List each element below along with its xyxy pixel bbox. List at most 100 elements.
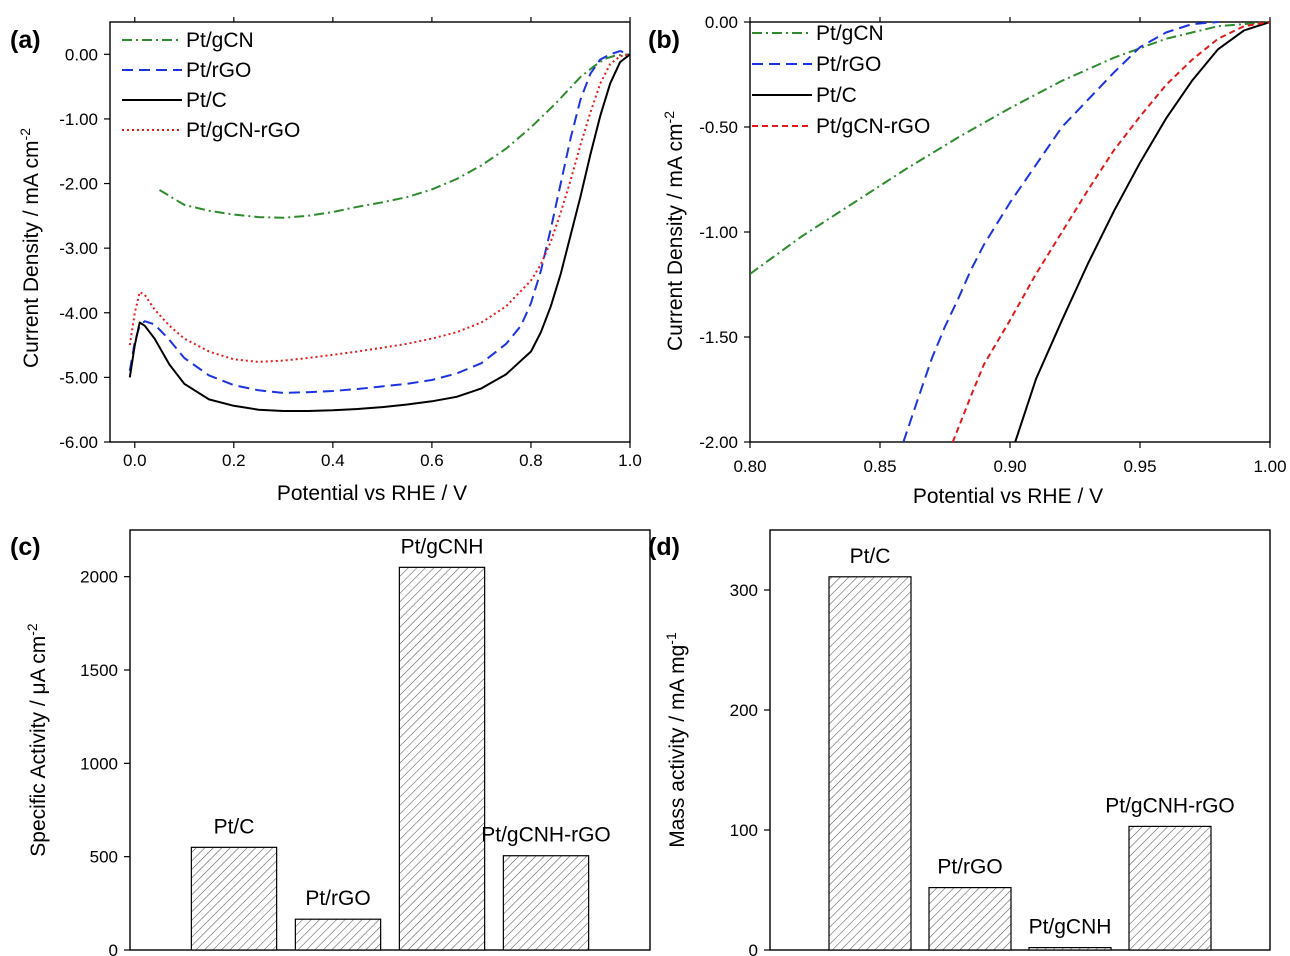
series-line-b-3	[951, 21, 1271, 442]
bar-d-3	[1128, 825, 1212, 951]
x-tick-label-a: 0.4	[321, 451, 345, 470]
y-axis-c: 0 500 1000 1500 2000	[80, 568, 130, 956]
y-axis-title-main-b: Current Density / mA cm	[664, 123, 687, 351]
bar-label-c-1: Pt/rGO	[305, 887, 370, 910]
x-tick-label-b: 1.00	[1253, 457, 1286, 476]
panel-label-d: (d)	[648, 533, 680, 561]
y-axis-title-main-a: Current Density / mA cm	[20, 140, 43, 368]
panel-label-c: (c)	[10, 533, 41, 561]
y-tick-label-c: 1000	[80, 754, 118, 773]
y-tick-label-b: -1.50	[699, 328, 738, 347]
y-axis-title-a: Current Density / mA cm-2	[17, 128, 43, 368]
y-tick-label-d: 200	[730, 701, 758, 720]
y-tick-label-c: 1500	[80, 661, 118, 680]
legend-label-b-1: Pt/rGO	[816, 53, 881, 76]
series-line-b-0	[750, 21, 1271, 275]
y-axis-title-d: Mass activity / mA mg-1	[663, 632, 689, 848]
x-axis-b: 0.80 0.85 0.90 0.95 1.00	[733, 17, 1287, 476]
y-tick-label-a: -3.00	[59, 239, 98, 258]
plot-area-a	[109, 21, 631, 443]
y-tick-label-d: 0	[749, 941, 758, 956]
panel-label-b: (b)	[648, 26, 680, 54]
bar-c-2	[398, 566, 486, 951]
chart-panel-b: 0.80 0.85 0.90 0.95 1.00 0.00 -0.50 -1.00 -1.50…	[661, 13, 1287, 508]
bars-c: Pt/C Pt/rGO Pt/gCNH Pt/gCNH-rGO	[129, 529, 651, 951]
legend-label-a-2: Pt/C	[186, 89, 227, 112]
y-axis-title-b: Current Density / mA cm-2	[661, 111, 687, 351]
x-tick-label-a: 0.8	[519, 451, 543, 470]
y-tick-label-c: 2000	[80, 568, 118, 587]
x-tick-label-b: 0.85	[863, 457, 896, 476]
x-tick-label-a: 0.2	[222, 451, 246, 470]
y-tick-label-c: 0	[109, 941, 118, 956]
series-group-b	[750, 21, 1271, 442]
y-tick-label-b: -0.50	[699, 118, 738, 137]
bar-d-2	[1028, 946, 1112, 951]
plot-frame-c	[129, 529, 651, 951]
bar-label-d-3: Pt/gCNH-rGO	[1105, 794, 1235, 817]
series-line-a-2	[128, 53, 631, 412]
y-tick-label-b: -2.00	[699, 433, 738, 452]
bar-d-1	[928, 886, 1012, 951]
legend-a: Pt/gCN Pt/rGO Pt/C Pt/gCN-rGO	[122, 29, 300, 142]
legend-label-b-3: Pt/gCN-rGO	[816, 115, 930, 138]
legend-label-b-0: Pt/gCN	[816, 22, 884, 45]
x-tick-label-a: 1.0	[618, 451, 642, 470]
y-axis-title-main-c: Specific Activity / μA cm	[27, 636, 50, 857]
plot-frame-a	[109, 21, 631, 443]
y-axis-title-sup-d: -1	[663, 632, 679, 645]
x-axis-title-a: Potential vs RHE / V	[277, 482, 467, 505]
y-tick-label-d: 300	[730, 581, 758, 600]
series-line-a-0	[158, 53, 631, 219]
bar-label-c-3: Pt/gCNH-rGO	[481, 824, 611, 847]
y-axis-title-sup-a: -2	[17, 128, 33, 141]
y-tick-label-a: -1.00	[59, 110, 98, 129]
bar-d-0	[828, 576, 912, 951]
y-axis-title-sup-c: -2	[24, 623, 40, 636]
bar-label-d-1: Pt/rGO	[937, 856, 1002, 879]
series-line-a-3	[128, 53, 631, 363]
y-tick-label-a: -5.00	[59, 368, 98, 387]
y-axis-title-c: Specific Activity / μA cm-2	[24, 623, 50, 857]
panel-label-a: (a)	[10, 26, 41, 54]
legend-b: Pt/gCN Pt/rGO Pt/C Pt/gCN-rGO	[752, 22, 930, 138]
y-axis-title-main-d: Mass activity / mA mg	[666, 645, 689, 848]
bar-c-0	[190, 846, 278, 951]
y-tick-label-a: -2.00	[59, 175, 98, 194]
bar-label-d-2: Pt/gCNH	[1029, 916, 1112, 939]
series-line-a-1	[128, 50, 631, 394]
series-line-b-1	[902, 21, 1219, 442]
y-tick-label-b: 0.00	[705, 13, 738, 32]
x-tick-label-a: 0.0	[123, 451, 147, 470]
bar-c-3	[502, 855, 590, 951]
chart-panel-c: Pt/C Pt/rGO Pt/gCNH Pt/gCNH-rGO 0 500 1000 150…	[24, 529, 651, 956]
series-group-a	[128, 50, 631, 412]
y-tick-label-a: 0.00	[65, 45, 98, 64]
bar-label-c-0: Pt/C	[214, 815, 255, 838]
legend-label-a-3: Pt/gCN-rGO	[186, 119, 300, 142]
x-tick-label-a: 0.6	[420, 451, 444, 470]
series-line-b-2	[1014, 21, 1271, 442]
bar-label-c-2: Pt/gCNH	[401, 535, 484, 558]
y-tick-label-c: 500	[90, 848, 118, 867]
bars-d: Pt/C Pt/rGO Pt/gCNH Pt/gCNH-rGO	[769, 529, 1271, 951]
y-axis-b: 0.00 -0.50 -1.00 -1.50 -2.00	[699, 13, 750, 452]
chart-panel-a: 0.0 0.2 0.4 0.6 0.8 1.0 0.00 -1.00 -2.00 -3.00 -4…	[17, 17, 642, 505]
y-axis-a: 0.00 -1.00 -2.00 -3.00 -4.00 -5.00 -6.00	[59, 45, 110, 452]
x-tick-label-b: 0.80	[733, 457, 766, 476]
x-tick-label-b: 0.95	[1123, 457, 1156, 476]
y-tick-label-a: -6.00	[59, 433, 98, 452]
y-tick-label-a: -4.00	[59, 304, 98, 323]
y-axis-title-sup-b: -2	[661, 111, 677, 124]
y-tick-label-b: -1.00	[699, 223, 738, 242]
x-axis-a: 0.0 0.2 0.4 0.6 0.8 1.0	[123, 17, 642, 470]
legend-label-b-2: Pt/C	[816, 84, 857, 107]
y-tick-label-d: 100	[730, 821, 758, 840]
legend-label-a-0: Pt/gCN	[186, 29, 254, 52]
bar-c-1	[294, 918, 382, 951]
x-axis-title-b: Potential vs RHE / V	[913, 485, 1103, 508]
bar-label-d-0: Pt/C	[850, 545, 891, 568]
y-axis-d: 0 100 200 300	[730, 581, 770, 956]
